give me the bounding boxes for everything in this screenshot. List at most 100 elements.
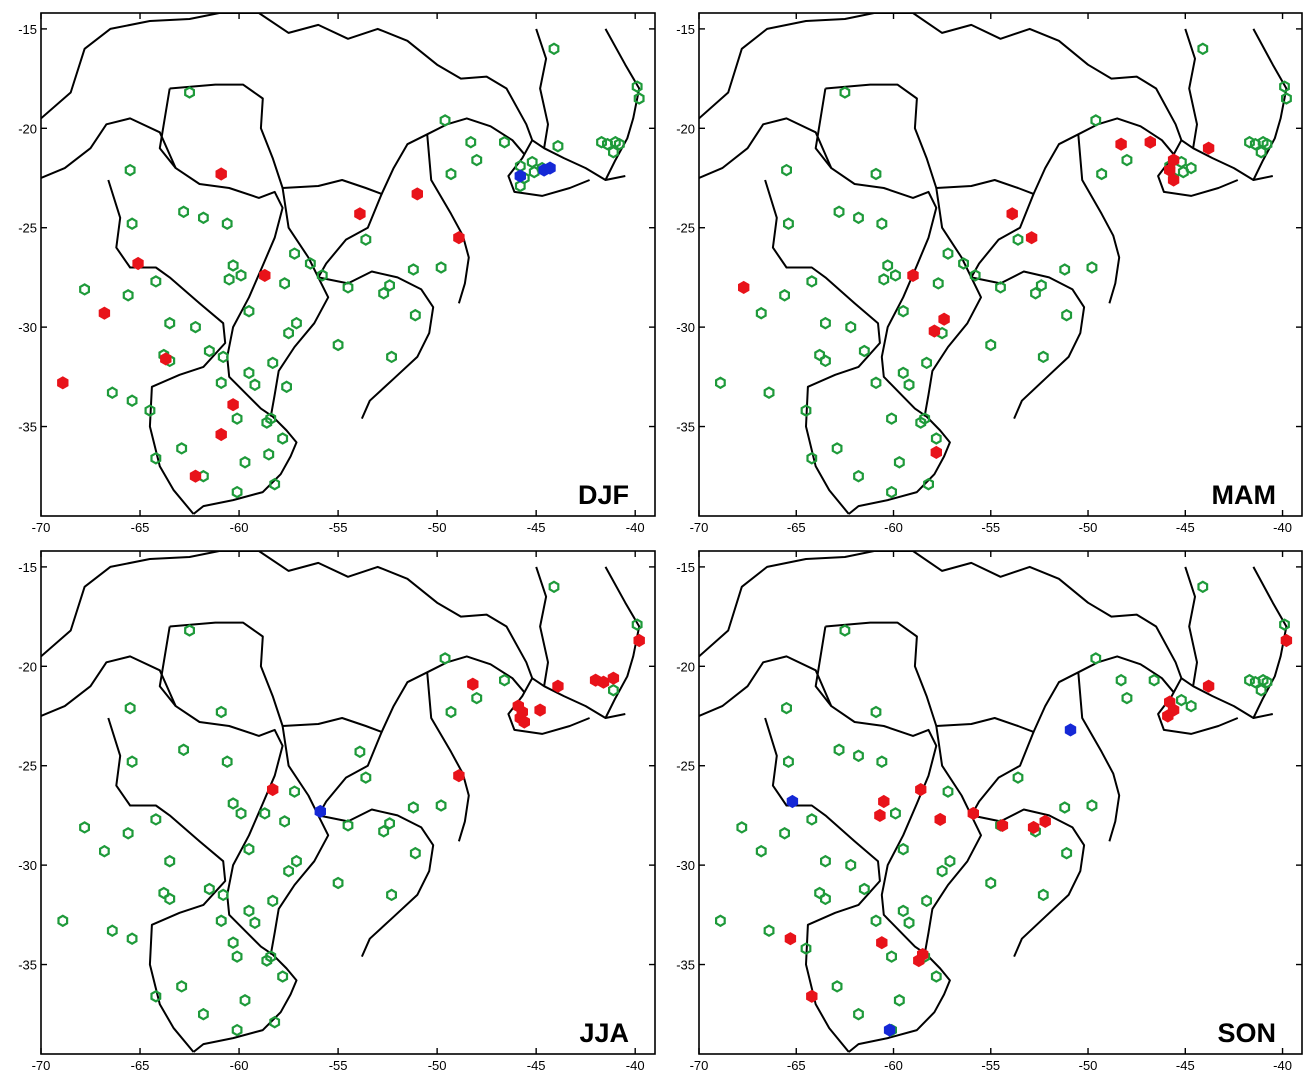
station-marker-no-trend [782,217,794,230]
y-tick-label: -30 [676,858,695,873]
station-marker-no-trend [819,316,831,330]
y-tick-label: -15 [676,22,695,37]
station-marker-no-trend [831,980,843,993]
station-marker-positive-trend [967,806,979,820]
station-marker-no-trend [882,259,894,272]
basin-boundary-line [41,551,626,719]
station-marker-no-trend [1279,80,1290,93]
station-marker-no-trend [1255,683,1267,697]
station-marker-no-trend [126,394,138,407]
x-tick-label: -65 [787,1058,806,1073]
station-marker-no-trend [261,416,273,429]
basin-boundary-line [41,655,298,1053]
station-marker-positive-trend [607,671,620,685]
station-marker-no-trend [919,412,931,425]
station-marker-positive-trend [784,932,797,946]
basin-boundary-line [318,270,435,420]
station-marker-no-trend [265,412,277,425]
x-tick-label: -60 [230,1058,249,1073]
basin-boundary-line [699,117,951,515]
station-marker-no-trend [231,1023,243,1037]
station-marker-positive-trend [1025,231,1038,245]
station-marker-positive-trend [597,675,610,689]
station-marker-no-trend [243,842,255,856]
y-tick-label: -20 [18,659,37,674]
basin-boundary-line [699,13,1274,181]
station-marker-no-trend [289,785,300,798]
station-marker-no-trend [215,914,227,928]
station-marker-no-trend [858,344,870,358]
station-marker-no-trend [833,743,845,757]
station-marker-positive-trend [453,231,465,245]
basin-boundary-line [1077,134,1121,304]
station-marker-no-trend [122,827,134,840]
station-marker-no-trend [98,844,110,858]
season-label: SON [1217,1018,1276,1048]
station-marker-no-trend [1059,801,1071,814]
station-marker-no-trend [354,745,366,759]
x-tick-label: -65 [131,520,150,535]
station-marker-no-trend [342,819,354,832]
station-marker-no-trend [386,350,397,364]
station-marker-no-trend [845,320,857,334]
station-marker-no-trend [435,261,447,274]
station-marker-no-trend [889,269,901,282]
station-marker-no-trend [930,432,942,445]
y-tick-label: -20 [676,121,695,136]
station-marker-positive-trend [1115,137,1127,151]
x-tick-label: -40 [626,520,645,535]
station-marker-no-trend [499,135,510,149]
y-tick-label: -25 [18,221,37,236]
station-marker-positive-trend [996,818,1009,832]
station-markers [57,580,645,1037]
station-marker-positive-trend [878,794,890,809]
station-marker-no-trend [923,477,935,491]
station-marker-no-trend [839,86,851,99]
station-marker-positive-trend [411,187,423,201]
station-marker-no-trend [445,167,457,181]
station-marker-no-trend [1279,618,1290,631]
station-marker-no-trend [126,755,138,768]
station-marker-no-trend [126,932,138,945]
station-marker-no-trend [190,320,201,334]
station-marker-no-trend [360,771,372,784]
station-marker-no-trend [332,876,344,890]
station-marker-no-trend [1185,161,1197,175]
station-marker-no-trend [942,785,954,798]
basin-boundary-line [41,117,298,515]
station-marker-positive-trend [552,679,564,693]
station-marker-no-trend [1012,233,1024,246]
station-marker-no-trend [1197,42,1209,56]
station-marker-positive-trend [930,445,942,459]
basin-boundary-line [535,566,549,687]
station-marker-no-trend [203,344,215,358]
station-marker-no-trend [607,145,619,159]
station-marker-no-trend [283,326,294,340]
x-tick-label: -45 [1176,520,1195,535]
station-marker-no-trend [144,404,156,417]
station-marker-no-trend [876,755,888,768]
y-tick-label: -35 [676,958,695,973]
station-marker-no-trend [755,306,767,320]
station-marker-no-trend [465,135,477,149]
x-tick-label: -45 [527,520,546,535]
station-marker-no-trend [277,970,289,983]
basin-boundaries [699,551,1288,1053]
station-marker-no-trend [239,994,251,1007]
station-marker-no-trend [291,854,302,868]
station-marker-no-trend [1012,771,1024,784]
basin-boundary-line [1157,677,1239,735]
station-marker-no-trend [1059,263,1071,276]
station-marker-no-trend [277,432,289,445]
basin-boundary-line [814,88,833,169]
station-marker-no-trend [176,442,188,455]
station-marker-no-trend [1061,846,1073,860]
basin-boundary-line [971,808,1086,957]
basin-boundary-line [269,187,330,417]
station-marker-no-trend [407,263,419,276]
station-marker-positive-trend [738,280,750,294]
station-marker-positive-trend [1202,679,1215,693]
x-tick-label: -50 [428,1058,447,1073]
basin-boundary-line [764,717,881,1053]
station-marker-no-trend [800,942,812,955]
